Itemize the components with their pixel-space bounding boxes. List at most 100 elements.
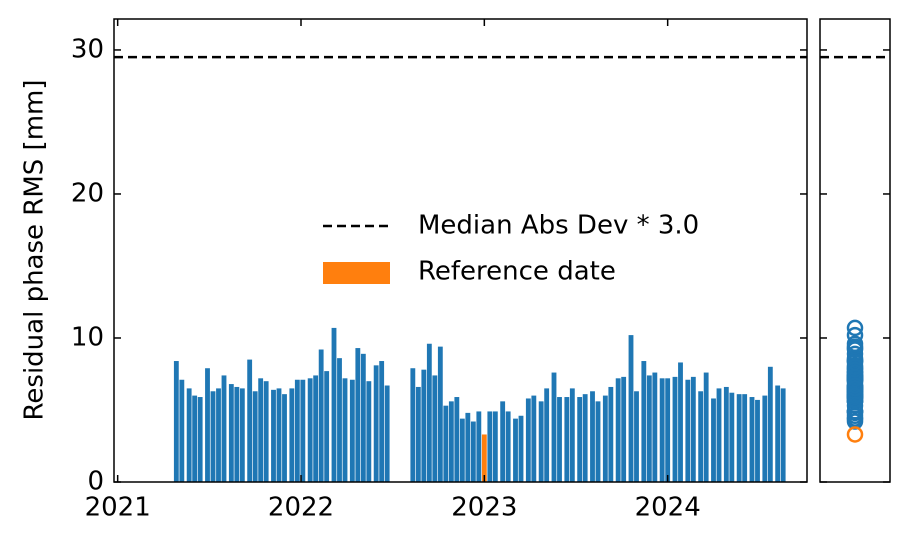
bar [426,343,432,482]
bar [698,391,704,482]
y-tick-label: 0 [87,467,104,497]
bar [780,388,786,482]
bar [432,375,438,482]
side-reference-point [846,426,864,443]
y-tick-label: 10 [71,322,104,352]
x-tick-label: 2024 [635,493,701,523]
bar [331,327,337,482]
bar [505,411,511,482]
y-tick-label: 20 [71,178,104,208]
bar [342,378,348,482]
bar [186,388,192,482]
bar [263,381,269,482]
bar [551,372,557,482]
x-tick-label: 2022 [268,493,334,523]
bar [544,388,550,482]
side-point [846,319,864,337]
bar [678,362,683,482]
bar [294,379,300,482]
bar [590,391,595,482]
side-point [846,380,864,397]
legend-swatch [323,262,390,284]
bar [313,375,319,482]
bar [690,376,696,482]
y-axis-label: Residual phase RMS [mm] [20,80,50,421]
bar [373,365,379,482]
bar [179,379,185,482]
bar [487,411,493,482]
bar [665,378,671,482]
side-point [846,326,864,344]
bar [685,379,691,482]
bar [755,399,760,482]
bar [221,375,227,482]
bar [173,361,179,482]
bar [476,411,482,482]
bar [470,421,476,482]
bar [421,369,427,482]
bar [437,346,443,482]
bar [767,366,773,482]
bar [318,349,324,482]
bar [729,392,735,482]
bar [360,353,366,482]
bar [337,358,342,482]
x-tick-label: 2021 [85,493,151,523]
bar [525,398,531,482]
bar [410,368,416,482]
bar [465,412,471,482]
bar [672,376,678,482]
bar [210,391,216,482]
side-point [846,358,864,376]
bar [492,411,498,482]
bar [628,335,634,482]
bar [564,397,570,482]
bar [349,379,355,482]
bar [634,391,639,482]
bar [234,386,240,482]
bar [775,385,781,482]
bar [276,388,282,482]
legend-label: Reference date [418,257,616,287]
bar [518,415,524,482]
bar [384,385,390,482]
bar [577,397,583,482]
bar [415,386,421,482]
bar [454,397,460,482]
reference-bar [481,434,487,482]
bar [602,395,608,482]
bar [615,378,621,482]
bar [192,395,198,482]
bar [271,389,276,482]
bar [289,388,295,482]
bar [228,384,234,482]
bar [355,348,361,482]
bar [711,398,716,482]
bar [762,395,768,482]
bar [723,386,729,482]
bar [608,386,614,482]
bar [749,397,755,482]
bar [538,401,544,482]
bar [621,376,627,482]
bar [569,388,575,482]
x-tick-label: 2023 [451,493,517,523]
bar [239,388,245,482]
bar [205,368,210,482]
bar [216,388,221,482]
bar [513,418,518,482]
bar [282,394,287,482]
bar [652,372,658,482]
bar [659,378,665,482]
main-frame [113,18,808,483]
bar [324,371,330,482]
bar [443,405,449,482]
bar [557,397,562,482]
bar [448,401,454,482]
bar [742,394,748,482]
bar [300,379,306,482]
bar [500,401,506,482]
bar [379,361,385,482]
bar [736,394,742,482]
